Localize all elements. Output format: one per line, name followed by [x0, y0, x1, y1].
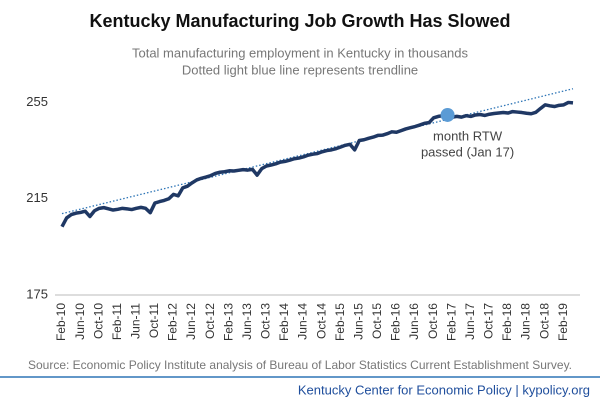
- x-tick-label: Feb-15: [333, 303, 347, 341]
- source: Source: Economic Policy Institute analys…: [28, 358, 572, 372]
- annotation-marker: [440, 107, 455, 122]
- chart-title: Kentucky Manufacturing Job Growth Has Sl…: [89, 11, 510, 31]
- x-tick-label: Feb-18: [500, 303, 514, 341]
- x-tick-label: Jun-14: [296, 303, 310, 340]
- x-tick-label: Oct-15: [370, 303, 384, 339]
- x-tick-label: Jun-15: [351, 303, 365, 340]
- x-tick-label: Feb-14: [277, 303, 291, 341]
- annotation: passed (Jan 17): [421, 144, 514, 159]
- y-tick-label: 255: [26, 94, 48, 109]
- footer: Kentucky Center for Economic Policy | ky…: [298, 382, 590, 397]
- x-tick-label: Jun-18: [519, 303, 533, 340]
- x-tick-label: Oct-14: [314, 303, 328, 339]
- x-tick-label: Jun-16: [407, 303, 421, 340]
- subtitle: Total manufacturing employment in Kentuc…: [132, 45, 469, 60]
- x-tick-label: Feb-10: [54, 303, 68, 341]
- trendline: [61, 88, 574, 215]
- x-tick-label: Oct-11: [147, 303, 161, 338]
- x-tick-label: Oct-13: [259, 303, 273, 339]
- x-tick-label: Jun-12: [184, 303, 198, 340]
- subtitle: Dotted light blue line represents trendl…: [182, 62, 418, 77]
- x-tick-label: Feb-13: [221, 303, 235, 341]
- x-tick-label: Feb-17: [444, 303, 458, 341]
- x-tick-label: Oct-18: [537, 303, 551, 339]
- x-tick-label: Feb-19: [556, 303, 570, 341]
- x-tick-label: Jun-17: [463, 303, 477, 340]
- x-tick-label: Feb-11: [110, 303, 124, 340]
- y-tick-label: 215: [26, 190, 48, 205]
- x-tick-label: Feb-12: [166, 303, 180, 341]
- y-tick-label: 175: [26, 286, 48, 301]
- x-tick-label: Oct-10: [91, 303, 105, 339]
- x-tick-label: Feb-16: [389, 303, 403, 341]
- x-tick-label: Oct-16: [426, 303, 440, 339]
- x-tick-label: Jun-11: [128, 303, 142, 339]
- x-tick-label: Oct-12: [203, 303, 217, 339]
- series-line: [60, 100, 574, 228]
- x-tick-label: Oct-17: [482, 303, 496, 339]
- x-tick-label: Jun-13: [240, 303, 254, 340]
- x-tick-label: Jun-10: [73, 303, 87, 340]
- annotation: month RTW: [433, 128, 503, 143]
